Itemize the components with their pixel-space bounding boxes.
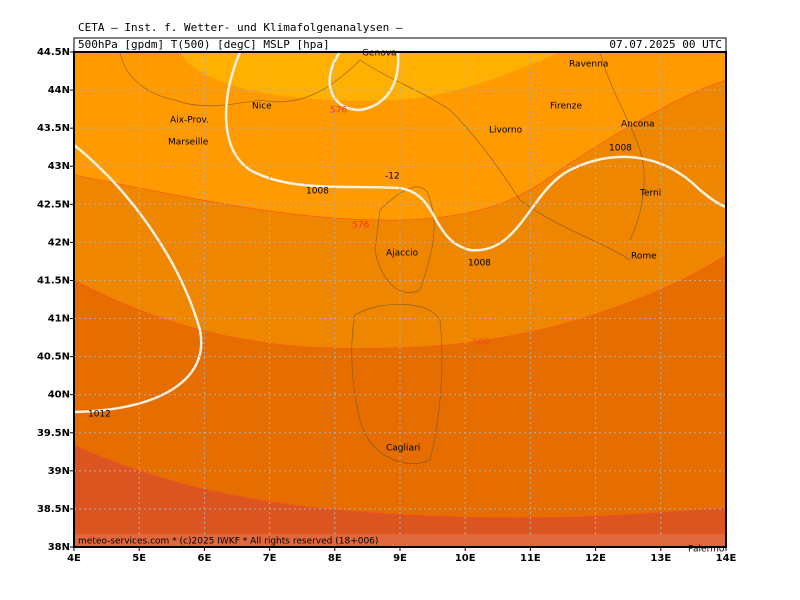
axes: 4E 5E 6E 7E 8E 9E 10E 11E 12E 13E 14E 44.5N 44N 43.5N… xyxy=(37,47,737,564)
city: Palermo xyxy=(688,545,725,555)
city: Livorno xyxy=(489,126,523,136)
y-tick-label: 41.5N xyxy=(37,275,70,286)
city: Ancona xyxy=(621,120,655,130)
city: Aix-Prov. xyxy=(170,116,209,126)
cities: Genova Ravenna Nice Aix-Prov. Marseille … xyxy=(168,49,725,555)
y-tick-label: 39N xyxy=(48,466,70,477)
city: Genova xyxy=(362,49,397,59)
coastline xyxy=(119,52,645,464)
y-tick-label: 39.5N xyxy=(37,428,70,439)
band xyxy=(74,444,726,547)
city: Marseille xyxy=(168,138,209,148)
x-tick-label: 12E xyxy=(585,553,606,564)
x-tick-label: 14E xyxy=(716,553,737,564)
y-tick-label: 43N xyxy=(48,161,70,172)
city: Ravenna xyxy=(569,60,608,70)
x-tick-label: 9E xyxy=(393,553,407,564)
isobar-label: 1008 xyxy=(609,144,632,154)
y-tick-label: 38N xyxy=(48,542,70,553)
x-tick-label: 6E xyxy=(198,553,212,564)
x-tick-label: 13E xyxy=(650,553,671,564)
city: Rome xyxy=(631,252,657,262)
x-tick-label: 7E xyxy=(263,553,277,564)
contour-labels: 1008 1008 1008 1012 -12 576 576 580 xyxy=(88,106,632,420)
city: Nice xyxy=(252,102,272,112)
city: Firenze xyxy=(550,102,582,112)
y-tick-label: 40.5N xyxy=(37,352,70,363)
temp-label: -12 xyxy=(385,172,400,182)
x-tick-label: 5E xyxy=(132,553,146,564)
height-label: 576 xyxy=(330,106,347,116)
isobar-label: 1008 xyxy=(468,259,491,269)
map-area: meteo-services.com * (c)2025 IWKF * All … xyxy=(73,51,727,548)
isobar-label: 1012 xyxy=(88,410,111,420)
isobar-label: 1008 xyxy=(306,187,329,197)
x-tick-label: 11E xyxy=(520,553,541,564)
y-tick-label: 43.5N xyxy=(37,123,70,134)
city: Terni xyxy=(639,189,661,199)
fields: 500hPa [gpdm] T(500) [degC] MSLP [hpa] xyxy=(78,38,330,51)
footer-box xyxy=(74,534,726,547)
grid xyxy=(74,52,726,547)
y-tick-label: 40N xyxy=(48,390,70,401)
band xyxy=(74,254,726,547)
x-tick-label: 8E xyxy=(328,553,342,564)
y-tick-label: 42N xyxy=(48,237,70,248)
height-label: 580 xyxy=(472,338,489,348)
y-tick-label: 38.5N xyxy=(37,504,70,515)
x-tick-label: 10E xyxy=(455,553,476,564)
city: Ajaccio xyxy=(386,249,419,259)
y-tick-label: 42.5N xyxy=(37,199,70,210)
y-tick-label: 44N xyxy=(48,85,70,96)
y-tick-label: 44.5N xyxy=(37,47,70,58)
y-tick-label: 41N xyxy=(48,314,70,325)
band xyxy=(180,52,560,101)
x-tick-label: 4E xyxy=(67,553,81,564)
height-label: 576 xyxy=(352,221,369,231)
title: CETA – Inst. f. Wetter- und Klimafolgena… xyxy=(78,21,403,34)
valid-time: 07.07.2025 00 UTC xyxy=(609,38,722,51)
footer: meteo-services.com * (c)2025 IWKF * All … xyxy=(78,537,378,547)
city: Cagliari xyxy=(386,444,420,454)
